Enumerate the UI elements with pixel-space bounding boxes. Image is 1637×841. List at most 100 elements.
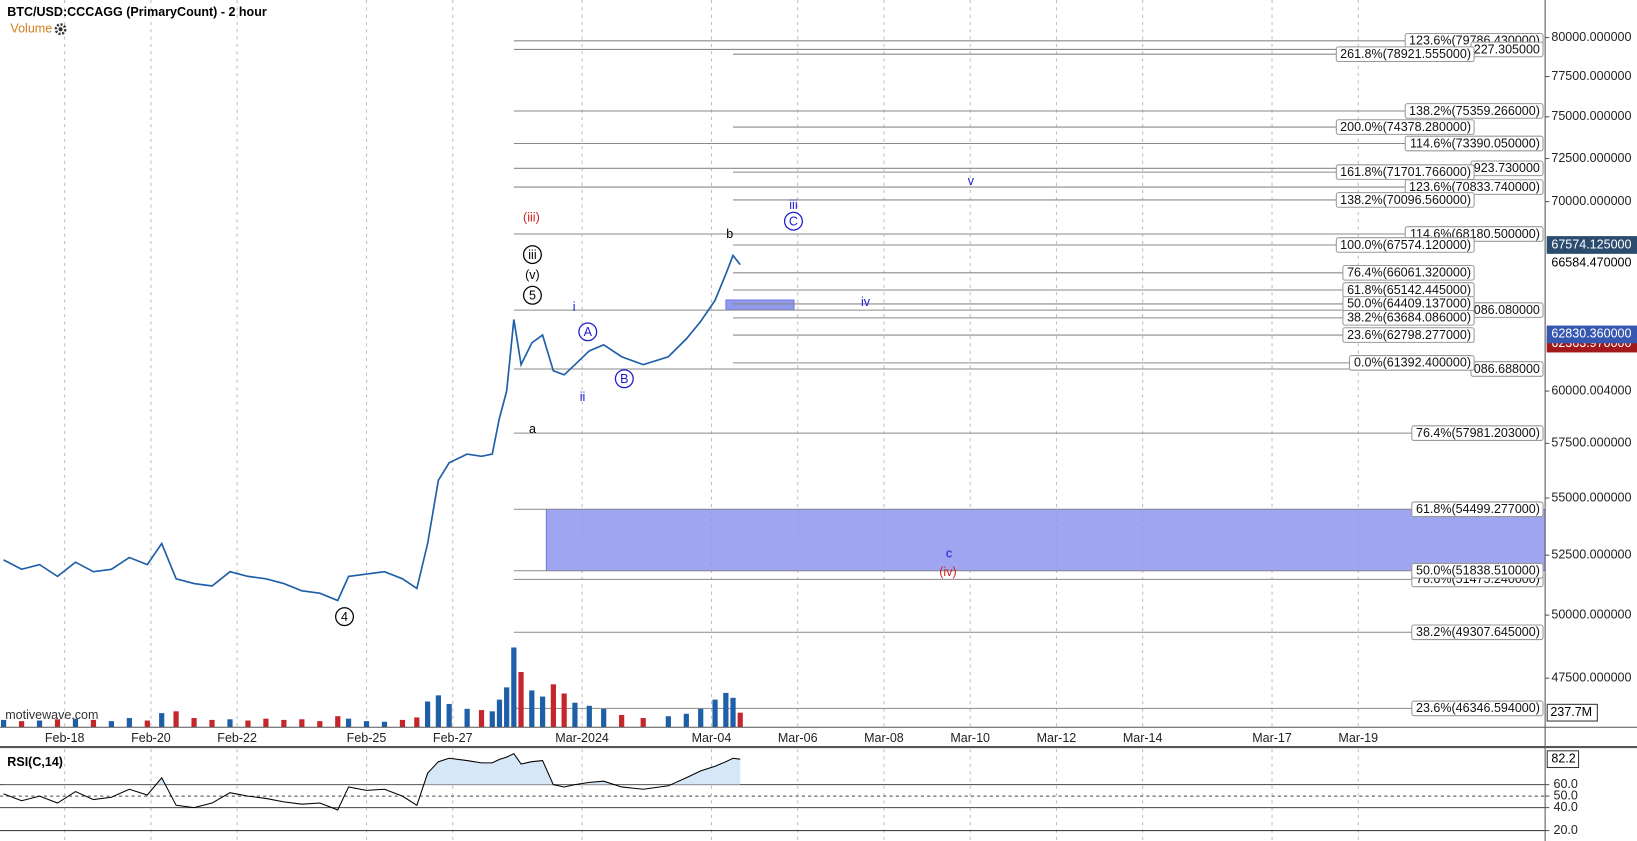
fib-label: 50.0%(64409.137000) <box>1347 297 1471 311</box>
volume-bar <box>550 684 556 728</box>
volume-bar <box>173 711 179 728</box>
volume-bar <box>317 721 323 728</box>
volume-bar <box>478 710 485 728</box>
volume-bar <box>126 718 132 728</box>
fib-label: 38.2%(49307.645000) <box>1416 625 1540 639</box>
axis-marker: 237.7M <box>1550 705 1592 719</box>
volume-bar <box>712 699 718 728</box>
fib-label-box <box>1342 327 1475 343</box>
fib-label: 200.0%(74378.280000) <box>1340 120 1471 134</box>
settings-icon[interactable] <box>54 23 67 36</box>
wave-circle <box>522 245 542 265</box>
volume-bar <box>90 719 97 728</box>
axis-marker: 66584.470000 <box>1551 255 1631 269</box>
volume-bar <box>572 702 578 728</box>
x-tick-label: Feb-25 <box>347 731 387 745</box>
wave-label: 5 <box>529 289 536 303</box>
fib-label: 086.688000 <box>1474 362 1540 376</box>
fib-label: 76.4%(66061.320000) <box>1347 266 1471 280</box>
fib-label: 100.0%(67574.120000) <box>1340 238 1471 252</box>
volume-bar <box>529 690 535 728</box>
volume-bar <box>435 695 441 728</box>
price-zone <box>725 299 795 311</box>
volume-bar <box>504 687 510 728</box>
fib-label: 086.080000 <box>1474 303 1540 317</box>
volume-bar <box>159 713 165 728</box>
x-tick-label: Mar-04 <box>692 731 732 745</box>
fib-label-box <box>1342 310 1475 326</box>
back-layer <box>0 0 1546 841</box>
y-tick-label: 52500.000000 <box>1551 547 1631 561</box>
axis-marker: 62830.360000 <box>1551 327 1631 341</box>
x-tick-label: Mar-2024 <box>555 731 609 745</box>
watermark: motivewave.com <box>5 708 98 722</box>
y-tick-label: 40.0 <box>1553 800 1577 814</box>
volume-bar <box>363 721 370 728</box>
volume-bar <box>601 708 607 728</box>
fib-label-box <box>1411 425 1544 441</box>
fib-label-box <box>1335 119 1475 135</box>
volume-bar <box>730 697 736 728</box>
fib-label-box <box>1411 501 1544 518</box>
volume-bar <box>539 696 546 728</box>
fib-label-box <box>1348 355 1475 371</box>
price-line <box>3 253 741 602</box>
fib-label: 138.2%(75359.266000) <box>1409 104 1540 118</box>
axis-marker: 82.2 <box>1551 751 1575 765</box>
fib-label: 923.730000 <box>1474 161 1540 175</box>
y-tick-label: 60000.004000 <box>1551 383 1631 397</box>
fib-label: 138.2%(70096.560000) <box>1340 193 1471 207</box>
wave-label: iv <box>861 295 871 309</box>
axis-marker-box <box>1546 325 1637 344</box>
y-tick-label: 70000.000000 <box>1551 194 1631 208</box>
wave-label: iii <box>528 248 536 262</box>
volume-bar <box>399 719 406 728</box>
chart-title: BTC/USD:CCCAGG (PrimaryCount) - 2 hour <box>7 5 267 19</box>
volume-bar <box>36 720 43 728</box>
wave-label: 4 <box>341 610 348 624</box>
fib-label: 50.0%(51838.510000) <box>1416 564 1540 578</box>
x-tick-label: Feb-27 <box>433 731 473 745</box>
wave-label: b <box>726 227 733 241</box>
y-tick-label: 55000.000000 <box>1551 490 1631 504</box>
wave-label: c <box>946 546 952 560</box>
volume-bar <box>511 647 517 728</box>
fib-label: 23.6%(46346.594000) <box>1416 701 1540 715</box>
x-tick-label: Mar-14 <box>1123 731 1163 745</box>
wave-label: B <box>620 372 628 386</box>
fib-label-box <box>1411 562 1544 579</box>
x-tick-label: Feb-22 <box>217 731 257 745</box>
volume-bar <box>464 708 470 728</box>
wave-label: C <box>789 215 798 229</box>
wave-label: v <box>968 174 975 188</box>
y-tick-label: 75000.000000 <box>1551 109 1631 123</box>
volume-bar <box>299 719 305 728</box>
fib-label: 123.6%(70833.740000) <box>1409 180 1540 194</box>
volume-bar <box>683 713 689 728</box>
x-tick-label: Mar-10 <box>950 731 990 745</box>
axis-marker: 67574.125000 <box>1551 237 1631 251</box>
volume-bar <box>586 705 592 728</box>
volume-bar <box>108 721 115 728</box>
x-tick-label: Feb-18 <box>45 731 85 745</box>
rsi-line <box>3 753 741 811</box>
panel-title: RSI(C,14) <box>7 755 63 769</box>
fib-label: 227.305000 <box>1474 42 1540 56</box>
volume-bar <box>345 718 352 728</box>
price-zone <box>545 508 1546 572</box>
volume-bar <box>191 718 197 728</box>
fib-label: 38.2%(63684.086000) <box>1347 311 1471 325</box>
fib-label: 114.6%(73390.050000) <box>1410 136 1540 150</box>
legend-entry[interactable]: Volume <box>10 22 52 36</box>
fib-label: 0.0%(61392.400000) <box>1354 356 1471 370</box>
volume-bar <box>489 711 495 728</box>
wave-label: (iv) <box>939 565 956 579</box>
wave-label: i <box>573 300 576 314</box>
x-tick-label: Mar-12 <box>1037 731 1077 745</box>
wave-label: A <box>584 325 593 339</box>
volume-bar <box>245 720 251 728</box>
axis-marker-box <box>1546 750 1580 769</box>
y-tick-label: 50000.000000 <box>1551 607 1631 621</box>
